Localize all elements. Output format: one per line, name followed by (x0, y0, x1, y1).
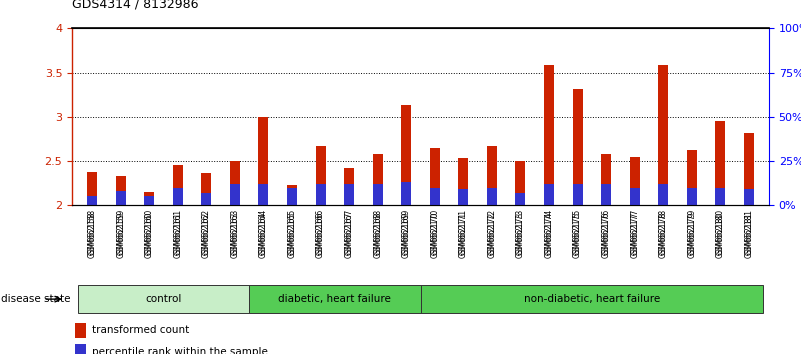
Bar (573, 88, 582, 205)
Bar (87, 172, 97, 205)
Bar (201, 193, 211, 205)
Bar (144, 192, 155, 205)
Bar (287, 185, 297, 205)
Text: GSM662165: GSM662165 (288, 209, 296, 256)
FancyBboxPatch shape (421, 285, 763, 314)
Bar (487, 146, 497, 205)
Text: GSM662159: GSM662159 (116, 209, 125, 256)
Text: non-diabetic, heart failure: non-diabetic, heart failure (524, 294, 660, 304)
Text: diabetic, heart failure: diabetic, heart failure (279, 294, 391, 304)
Bar (602, 184, 611, 205)
Text: disease state: disease state (1, 294, 70, 304)
Bar (372, 154, 383, 205)
Text: control: control (145, 294, 182, 304)
Text: GDS4314 / 8132986: GDS4314 / 8132986 (72, 0, 199, 11)
Bar (630, 188, 640, 205)
Text: GSM662169: GSM662169 (402, 209, 411, 256)
Bar (74, 323, 86, 338)
Text: GSM662181: GSM662181 (744, 209, 754, 255)
Bar (230, 161, 239, 205)
Text: GSM662175: GSM662175 (573, 209, 582, 256)
Bar (458, 159, 469, 205)
Text: GSM662172: GSM662172 (488, 209, 497, 255)
Text: percentile rank within the sample: percentile rank within the sample (91, 347, 268, 354)
Text: GSM662176: GSM662176 (602, 209, 610, 256)
Text: GSM662171: GSM662171 (459, 209, 468, 255)
Bar (516, 193, 525, 205)
Bar (430, 148, 440, 205)
Bar (201, 172, 211, 205)
Text: GSM662163: GSM662163 (231, 209, 239, 256)
Bar (544, 65, 554, 205)
Text: GSM662174: GSM662174 (545, 209, 553, 256)
Text: GSM662170: GSM662170 (430, 209, 439, 256)
Bar (715, 121, 726, 205)
Text: GSM662161: GSM662161 (173, 209, 183, 255)
Text: GSM662168: GSM662168 (373, 209, 382, 255)
Text: GSM662158: GSM662158 (87, 209, 97, 255)
Bar (430, 188, 440, 205)
Bar (259, 117, 268, 205)
Bar (74, 344, 86, 354)
Bar (115, 176, 126, 205)
Text: GSM662164: GSM662164 (259, 209, 268, 256)
Bar (630, 157, 640, 205)
Bar (401, 105, 411, 205)
Bar (173, 166, 183, 205)
Bar (658, 184, 668, 205)
Bar (516, 161, 525, 205)
Bar (401, 182, 411, 205)
Bar (487, 188, 497, 205)
Bar (458, 189, 469, 205)
Text: GSM662179: GSM662179 (687, 209, 696, 256)
Bar (715, 188, 726, 205)
Text: GSM662180: GSM662180 (716, 209, 725, 255)
Bar (115, 191, 126, 205)
Bar (744, 189, 754, 205)
Bar (144, 196, 155, 205)
Bar (686, 150, 697, 205)
Bar (573, 184, 582, 205)
Bar (230, 184, 239, 205)
Bar (316, 184, 325, 205)
Text: transformed count: transformed count (91, 325, 189, 336)
Text: GSM662166: GSM662166 (316, 209, 325, 256)
Bar (686, 188, 697, 205)
Bar (544, 184, 554, 205)
Bar (259, 184, 268, 205)
Bar (372, 184, 383, 205)
Text: GSM662167: GSM662167 (344, 209, 353, 256)
Text: GSM662177: GSM662177 (630, 209, 639, 256)
Bar (87, 196, 97, 205)
Bar (744, 133, 754, 205)
Text: GSM662173: GSM662173 (516, 209, 525, 256)
Text: GSM662162: GSM662162 (202, 209, 211, 255)
Text: GSM662178: GSM662178 (658, 209, 668, 255)
Bar (287, 188, 297, 205)
Text: GSM662160: GSM662160 (145, 209, 154, 256)
Bar (658, 65, 668, 205)
Bar (602, 154, 611, 205)
Bar (173, 188, 183, 205)
FancyBboxPatch shape (78, 285, 249, 314)
FancyBboxPatch shape (249, 285, 421, 314)
Bar (344, 168, 354, 205)
Bar (344, 184, 354, 205)
Bar (316, 146, 325, 205)
